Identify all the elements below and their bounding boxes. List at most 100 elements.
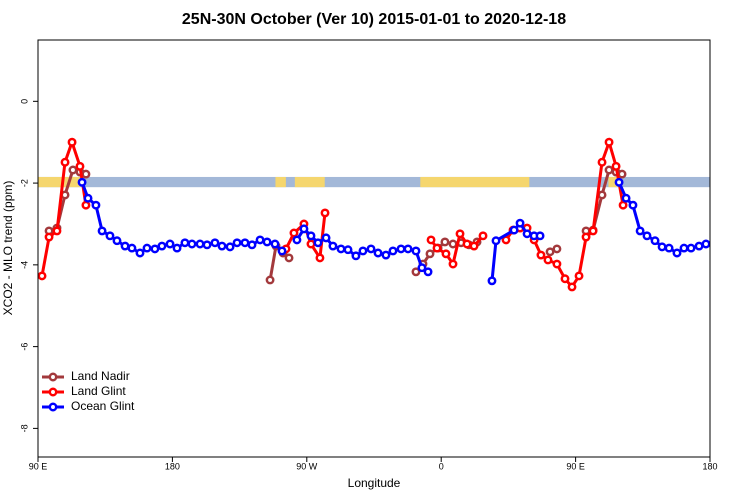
data-point bbox=[172, 243, 182, 253]
data-point bbox=[403, 244, 413, 254]
data-point bbox=[255, 235, 265, 245]
data-point bbox=[37, 271, 47, 281]
mask-land bbox=[608, 176, 618, 188]
data-point bbox=[487, 276, 497, 286]
chart-title: 25N-30N October (Ver 10) 2015-01-01 to 2… bbox=[182, 11, 566, 28]
legend-marker bbox=[48, 402, 58, 412]
data-point bbox=[44, 232, 54, 242]
data-point bbox=[650, 236, 660, 246]
data-point bbox=[543, 255, 553, 265]
data-point bbox=[351, 251, 361, 261]
data-point bbox=[536, 250, 546, 260]
x-tick-label: 90 W bbox=[296, 461, 318, 471]
mask-land bbox=[420, 176, 530, 188]
data-point bbox=[67, 137, 77, 147]
data-point bbox=[247, 240, 257, 250]
data-point bbox=[657, 242, 667, 252]
x-tick-label: 0 bbox=[439, 461, 444, 471]
data-point bbox=[328, 241, 338, 251]
data-point bbox=[60, 157, 70, 167]
data-point bbox=[664, 243, 674, 253]
x-tick-label: 90 E bbox=[29, 461, 48, 471]
data-point bbox=[686, 243, 696, 253]
data-point bbox=[462, 239, 472, 249]
data-point bbox=[426, 235, 436, 245]
data-point bbox=[396, 244, 406, 254]
mask-ocean bbox=[38, 176, 710, 188]
data-point bbox=[545, 247, 555, 257]
data-point bbox=[604, 137, 614, 147]
data-point bbox=[373, 248, 383, 258]
data-point bbox=[97, 226, 107, 236]
data-point bbox=[411, 267, 421, 277]
data-point bbox=[270, 239, 280, 249]
data-point bbox=[165, 239, 175, 249]
data-point bbox=[694, 241, 704, 251]
data-point bbox=[81, 200, 91, 210]
data-point bbox=[455, 229, 465, 239]
y-axis-label: XCO2 - MLO trend (ppm) bbox=[1, 181, 15, 316]
data-point bbox=[628, 200, 638, 210]
data-point bbox=[180, 238, 190, 248]
data-point bbox=[306, 231, 316, 241]
data-point bbox=[240, 238, 250, 248]
data-point bbox=[320, 208, 330, 218]
data-point bbox=[581, 232, 591, 242]
data-point bbox=[210, 238, 220, 248]
data-point bbox=[343, 245, 353, 255]
data-point bbox=[299, 224, 309, 234]
data-point bbox=[306, 239, 316, 249]
mask-land bbox=[38, 176, 80, 188]
data-point bbox=[617, 169, 627, 179]
data-point bbox=[552, 259, 562, 269]
data-point bbox=[432, 243, 442, 253]
data-point bbox=[618, 200, 628, 210]
data-point bbox=[509, 225, 519, 235]
data-point bbox=[672, 248, 682, 258]
y-tick-label: -8 bbox=[19, 424, 29, 432]
series-line bbox=[80, 181, 707, 281]
mask-land bbox=[294, 176, 325, 188]
x-tick-label: 180 bbox=[702, 461, 717, 471]
data-point bbox=[265, 275, 275, 285]
y-tick-label: -4 bbox=[19, 261, 29, 269]
data-point bbox=[411, 246, 421, 256]
data-point bbox=[469, 241, 479, 251]
data-point bbox=[366, 244, 376, 254]
data-point bbox=[262, 237, 272, 247]
data-point bbox=[83, 193, 93, 203]
data-point bbox=[75, 161, 85, 171]
legend-label: Land Glint bbox=[71, 384, 126, 398]
data-point bbox=[68, 165, 78, 175]
data-point bbox=[611, 161, 621, 171]
data-point bbox=[614, 177, 624, 187]
data-point bbox=[381, 250, 391, 260]
legend-label: Ocean Glint bbox=[71, 399, 135, 413]
data-point bbox=[679, 243, 689, 253]
data-point bbox=[501, 235, 511, 245]
legend-label: Land Nadir bbox=[71, 369, 130, 383]
data-point bbox=[567, 282, 577, 292]
data-point bbox=[522, 229, 532, 239]
data-point bbox=[105, 231, 115, 241]
data-point bbox=[277, 246, 287, 256]
data-point bbox=[187, 239, 197, 249]
data-point bbox=[91, 200, 101, 210]
plot-frame bbox=[37, 39, 711, 458]
data-point bbox=[292, 235, 302, 245]
data-point bbox=[597, 157, 607, 167]
data-point bbox=[120, 241, 130, 251]
x-tick-label: 90 E bbox=[566, 461, 585, 471]
series-line bbox=[40, 137, 625, 290]
data-point bbox=[604, 165, 614, 175]
x-tick-label: 180 bbox=[165, 461, 180, 471]
mask-land bbox=[275, 176, 286, 188]
data-point bbox=[232, 238, 242, 248]
data-point bbox=[448, 239, 458, 249]
y-tick-label: -2 bbox=[19, 179, 29, 187]
y-tick-label: -6 bbox=[19, 343, 29, 351]
data-point bbox=[535, 231, 545, 241]
data-point bbox=[315, 253, 325, 263]
data-point bbox=[642, 231, 652, 241]
x-axis-label: Longitude bbox=[348, 476, 401, 490]
